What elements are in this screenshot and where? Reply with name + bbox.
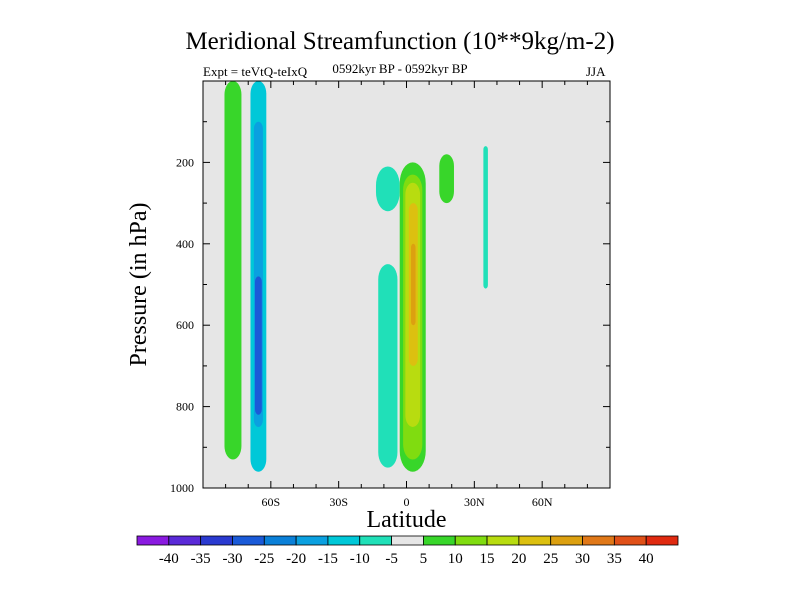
season-label: JJA [586,64,606,79]
colorbar-label: 5 [420,551,428,567]
x-axis-title: Latitude [367,507,447,533]
colorbar-swatch [232,535,265,546]
colorbar-label: 40 [639,551,654,567]
x-tick-label: 30S [329,495,348,509]
colorbar-label: -25 [254,551,274,567]
colorbar-swatch [200,535,233,546]
x-tick-label: 0 [404,495,410,509]
colorbar-swatch [486,535,520,546]
colorbar-swatch [391,535,424,546]
x-tick-label: 30N [464,495,485,509]
colorbar-label: 20 [511,551,526,567]
contour-region-12 [483,146,488,289]
contour-region-0 [224,81,242,460]
x-tick-label: 60S [261,495,280,509]
colorbar-swatch [295,535,329,546]
colorbar-label: 35 [607,551,622,567]
colorbar-label: 30 [575,551,590,567]
colorbar-label: -20 [286,551,306,567]
y-tick-label: 600 [176,318,194,332]
colorbar-swatch [645,535,679,546]
contour-region-5 [378,264,398,468]
contour-region-10 [411,243,416,326]
contour-region-11 [439,154,454,204]
period-label: 0592kyr BP - 0592kyr BP [332,61,468,76]
colorbar: -40 -35 -30 -25 -20 -15 -10 -5 5 10 15 20 25 30 35 40 [136,535,679,567]
colorbar-swatch [136,535,170,546]
x-tick-label: 60N [532,495,553,509]
colorbar-swatch [263,535,297,546]
y-axis-title: Pressure (in hPa) [126,203,152,367]
colorbar-label: 15 [480,551,495,567]
colorbar-label: 10 [448,551,463,567]
colorbar-swatch [613,535,647,546]
colorbar-label: -15 [318,551,338,567]
y-tick-label: 400 [176,237,194,251]
y-tick-label: 800 [176,400,194,414]
colorbar-swatch [168,535,202,546]
experiment-label: Expt = teVtQ-teIxQ [203,64,308,79]
y-axis: 200 400 600 800 1000 [170,121,610,495]
colorbar-swatch [518,535,552,546]
contour-region-4 [375,166,400,212]
colorbar-label: -35 [191,551,211,567]
colorbar-swatch [582,535,615,546]
colorbar-swatch [327,535,361,546]
colorbar-label: -40 [159,551,179,567]
colorbar-label: -30 [222,551,242,567]
colorbar-label: 25 [543,551,558,567]
y-tick-label: 200 [176,155,194,169]
colorbar-label: -5 [385,551,398,567]
chart-title: Meridional Streamfunction (10**9kg/m-2) [185,28,615,55]
y-tick-label: 1000 [170,481,194,495]
colorbar-label: -10 [350,551,370,567]
x-axis: 60S 30S 0 30N 60N [202,81,611,509]
contour-region-3 [255,276,262,415]
colorbar-swatch [359,535,392,546]
colorbar-swatch [423,535,456,546]
colorbar-swatch [550,535,583,546]
contour-layer [224,81,488,472]
colorbar-swatch [454,535,488,546]
